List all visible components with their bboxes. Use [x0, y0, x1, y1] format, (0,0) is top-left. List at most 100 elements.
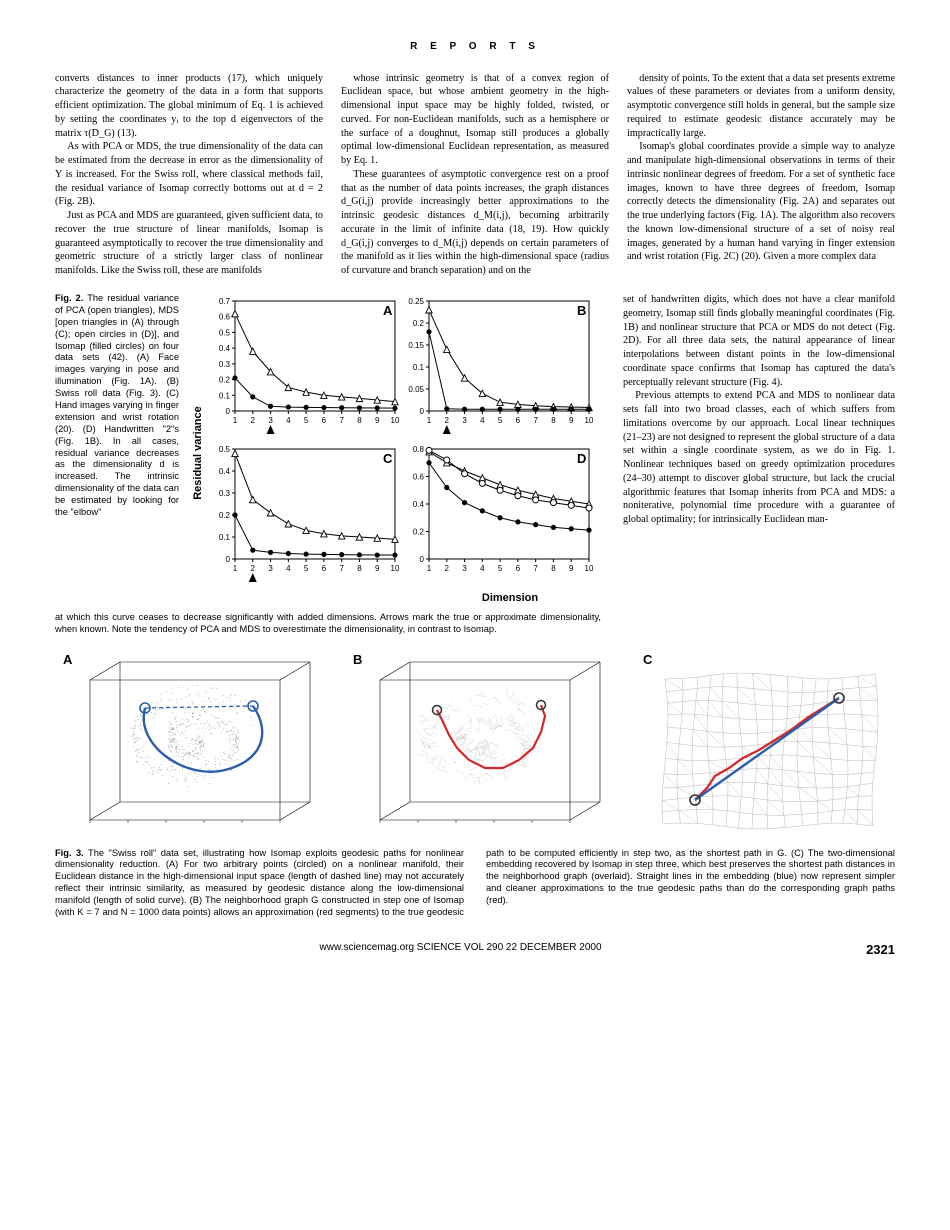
- paragraph: whose intrinsic geometry is that of a co…: [341, 72, 609, 168]
- paragraph: As with PCA or MDS, the true dimensional…: [55, 140, 323, 209]
- svg-text:10: 10: [585, 564, 594, 573]
- svg-text:5: 5: [304, 416, 309, 425]
- svg-text:2: 2: [445, 564, 450, 573]
- svg-text:9: 9: [569, 564, 574, 573]
- svg-text:3: 3: [268, 564, 273, 573]
- svg-text:5: 5: [498, 564, 503, 573]
- fig2-caption-bottom: at which this curve ceases to decrease s…: [55, 612, 601, 636]
- svg-text:8: 8: [551, 564, 556, 573]
- svg-text:0: 0: [420, 555, 425, 564]
- svg-text:0: 0: [226, 555, 231, 564]
- svg-text:8: 8: [551, 416, 556, 425]
- fig2-label: Fig. 2.: [55, 293, 83, 303]
- page-footer: 2321 www.sciencemag.org SCIENCE VOL 290 …: [55, 941, 895, 955]
- fig2-caption-text: The residual variance of PCA (open trian…: [55, 293, 179, 517]
- svg-text:9: 9: [375, 564, 380, 573]
- svg-text:3: 3: [268, 416, 273, 425]
- svg-text:1: 1: [233, 416, 238, 425]
- svg-text:0.1: 0.1: [413, 363, 425, 372]
- svg-text:3: 3: [462, 564, 467, 573]
- paragraph: density of points. To the extent that a …: [627, 72, 895, 141]
- fig3-panel-b: B: [345, 650, 625, 838]
- svg-text:7: 7: [339, 564, 344, 573]
- svg-text:8: 8: [357, 416, 362, 425]
- svg-text:7: 7: [533, 416, 538, 425]
- svg-text:8: 8: [357, 564, 362, 573]
- svg-text:0.1: 0.1: [219, 391, 231, 400]
- svg-text:9: 9: [375, 416, 380, 425]
- svg-text:5: 5: [498, 416, 503, 425]
- svg-text:Residual variance: Residual variance: [192, 406, 204, 500]
- svg-text:4: 4: [480, 564, 485, 573]
- svg-text:2: 2: [251, 416, 256, 425]
- svg-text:0.2: 0.2: [219, 376, 231, 385]
- right-text-column: set of handwritten digits, which does no…: [623, 293, 895, 527]
- svg-text:3: 3: [462, 416, 467, 425]
- svg-text:0.2: 0.2: [413, 319, 425, 328]
- svg-text:0.5: 0.5: [219, 328, 231, 337]
- svg-text:4: 4: [480, 416, 485, 425]
- svg-text:5: 5: [304, 564, 309, 573]
- svg-text:0.2: 0.2: [219, 511, 231, 520]
- svg-text:2: 2: [445, 416, 450, 425]
- svg-text:10: 10: [391, 416, 400, 425]
- svg-text:0.6: 0.6: [219, 313, 231, 322]
- svg-text:0.4: 0.4: [219, 467, 231, 476]
- fig3-panels: A B C: [55, 650, 895, 838]
- svg-text:10: 10: [391, 564, 400, 573]
- svg-text:B: B: [577, 303, 586, 318]
- figure-3-region: A B C Fig. 3. The "Swiss roll" data set,…: [55, 650, 895, 919]
- fig3-panel-a: A: [55, 650, 335, 838]
- fig3-caption: Fig. 3. The "Swiss roll" data set, illus…: [55, 848, 895, 919]
- svg-text:0.2: 0.2: [413, 527, 425, 536]
- svg-text:C: C: [643, 652, 653, 667]
- svg-text:0.1: 0.1: [219, 533, 231, 542]
- svg-text:4: 4: [286, 416, 291, 425]
- svg-text:9: 9: [569, 416, 574, 425]
- fig2-chart-grid: Residual variance Dimension 0 0.1 0.2 0.3 0.4 0…: [189, 293, 601, 608]
- svg-text:A: A: [63, 652, 73, 667]
- svg-text:6: 6: [322, 416, 327, 425]
- fig3-caption-text: The "Swiss roll" data set, illustrating …: [55, 848, 895, 917]
- svg-text:0.6: 0.6: [413, 472, 425, 481]
- svg-text:2: 2: [251, 564, 256, 573]
- figure-2-region: Fig. 2. The residual variance of PCA (op…: [55, 293, 895, 636]
- fig3-panel-c: C: [635, 650, 895, 838]
- svg-text:Dimension: Dimension: [482, 592, 539, 603]
- svg-text:C: C: [383, 451, 393, 466]
- fig3-label: Fig. 3.: [55, 848, 84, 858]
- svg-text:0.4: 0.4: [219, 344, 231, 353]
- svg-text:6: 6: [322, 564, 327, 573]
- fig2-caption-left: Fig. 2. The residual variance of PCA (op…: [55, 293, 179, 519]
- svg-text:A: A: [383, 303, 393, 318]
- paragraph: set of handwritten digits, which does no…: [623, 293, 895, 389]
- svg-text:0.7: 0.7: [219, 297, 231, 306]
- paragraph: Previous attempts to extend PCA and MDS …: [623, 389, 895, 527]
- svg-text:6: 6: [516, 416, 521, 425]
- svg-text:0.5: 0.5: [219, 445, 231, 454]
- fig2-svg: Residual variance Dimension 0 0.1 0.2 0.3 0.4 0…: [189, 293, 601, 603]
- svg-text:1: 1: [233, 564, 238, 573]
- svg-text:1: 1: [427, 564, 432, 573]
- svg-text:0.3: 0.3: [219, 360, 231, 369]
- svg-text:0.4: 0.4: [413, 500, 425, 509]
- svg-text:7: 7: [339, 416, 344, 425]
- top-text-columns: converts distances to inner products (17…: [55, 72, 895, 278]
- svg-text:D: D: [577, 451, 586, 466]
- paragraph: These guarantees of asymptotic convergen…: [341, 168, 609, 278]
- svg-text:0.05: 0.05: [408, 385, 424, 394]
- section-header: R E P O R T S: [55, 40, 895, 54]
- paragraph: Isomap's global coordinates provide a si…: [627, 140, 895, 264]
- svg-text:0.8: 0.8: [413, 445, 425, 454]
- svg-text:B: B: [353, 652, 362, 667]
- footer-text: www.sciencemag.org SCIENCE VOL 290 22 DE…: [320, 942, 602, 953]
- svg-text:4: 4: [286, 564, 291, 573]
- svg-text:0: 0: [420, 407, 425, 416]
- svg-text:0.15: 0.15: [408, 341, 424, 350]
- page-number: 2321: [866, 941, 895, 959]
- svg-text:6: 6: [516, 564, 521, 573]
- paragraph: converts distances to inner products (17…: [55, 72, 323, 141]
- svg-text:10: 10: [585, 416, 594, 425]
- paragraph: Just as PCA and MDS are guaranteed, give…: [55, 209, 323, 278]
- svg-text:1: 1: [427, 416, 432, 425]
